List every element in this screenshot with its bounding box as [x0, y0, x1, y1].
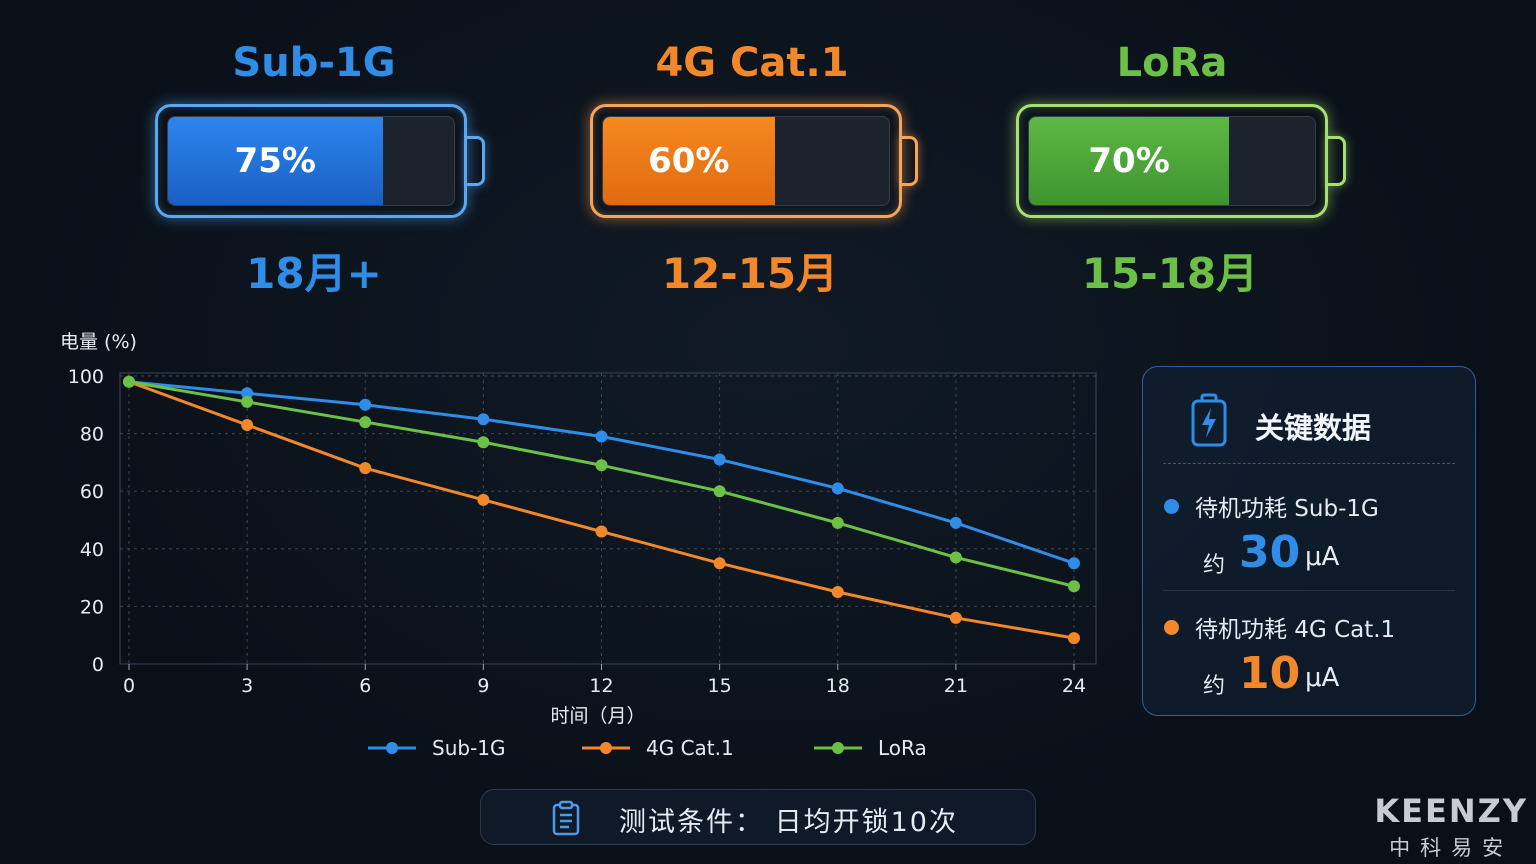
data-point — [949, 516, 962, 529]
test-condition-banner: 测试条件： 日均开锁10次 — [480, 789, 1036, 845]
data-point — [831, 586, 844, 598]
y-tick-label: 60 — [80, 481, 104, 503]
status-dot — [1164, 620, 1179, 635]
x-tick-label: 9 — [477, 675, 489, 697]
data-point — [241, 418, 254, 431]
value-big: 30 — [1239, 527, 1301, 578]
brand-logo: KEENZY 中科易安 — [1374, 792, 1528, 862]
battery-fill — [603, 117, 775, 205]
data-point — [595, 430, 608, 443]
x-tick-label: 24 — [1062, 675, 1086, 697]
legend-marker — [832, 742, 844, 754]
battery-life: 12-15月 — [661, 249, 839, 298]
data-point — [949, 611, 962, 624]
y-tick-label: 80 — [80, 424, 104, 446]
legend-marker — [600, 742, 612, 754]
y-axis-label: 电量 (%) — [60, 331, 137, 353]
battery-percent: 70% — [1088, 141, 1170, 181]
y-tick-label: 20 — [80, 596, 104, 618]
data-point — [595, 525, 608, 538]
battery-percent: 60% — [648, 141, 730, 181]
data-point — [477, 413, 490, 426]
test-condition-text: 测试条件： 日均开锁10次 — [619, 807, 958, 838]
legend-label: 4G Cat.1 — [646, 736, 734, 760]
status-dot — [1164, 499, 1179, 514]
battery-fill — [1029, 117, 1230, 205]
battery-title: 4G Cat.1 — [655, 40, 849, 86]
y-tick-label: 0 — [92, 654, 104, 676]
data-point — [831, 482, 844, 495]
legend-label: Sub-1G — [432, 736, 506, 760]
data-point — [359, 462, 372, 475]
battery-shell: 70% — [1016, 104, 1328, 218]
data-point — [359, 398, 372, 411]
x-tick-label: 0 — [123, 675, 135, 697]
divider — [1163, 590, 1455, 591]
data-point — [241, 395, 254, 408]
battery-fill — [168, 117, 383, 205]
battery-shell: 75% — [155, 104, 467, 218]
legend-label: LoRa — [878, 736, 927, 760]
key-data-panel: 关键数据 待机功耗 Sub-1G 约 30 μA 待机功耗 4G Cat.1 约… — [1142, 366, 1476, 716]
data-point — [595, 459, 608, 472]
data-point — [359, 416, 372, 429]
item-label: 待机功耗 Sub-1G — [1195, 496, 1379, 522]
data-point — [713, 453, 726, 466]
plot-frame — [119, 372, 1097, 665]
battery-life: 18月+ — [246, 249, 382, 298]
legend-marker — [386, 742, 398, 754]
clipboard-icon — [552, 800, 580, 836]
data-point — [1068, 580, 1080, 593]
value-big: 10 — [1239, 648, 1301, 699]
x-tick-label: 21 — [944, 675, 968, 697]
battery-title: LoRa — [1116, 40, 1228, 86]
data-point — [1068, 557, 1080, 570]
data-point — [477, 436, 490, 449]
panel-title: 关键数据 — [1255, 411, 1372, 445]
data-point — [123, 375, 135, 388]
divider — [1163, 463, 1455, 464]
data-point — [241, 387, 254, 400]
brand-name-en: KEENZY — [1374, 792, 1528, 830]
battery-line-chart: 0 20 40 60 80 100 0 3 6 9 12 15 18 21 24 电量 (%) 时间（月） Sub… — [60, 331, 1097, 760]
approx-label: 约 — [1203, 674, 1226, 699]
x-tick-label: 3 — [241, 675, 253, 697]
battery-cap — [900, 136, 918, 186]
x-tick-label: 15 — [708, 675, 732, 697]
data-point — [949, 551, 962, 564]
battery-cap — [1328, 136, 1346, 186]
x-tick-label: 18 — [826, 675, 850, 697]
data-point — [831, 516, 844, 529]
battery-charging-icon — [1191, 393, 1227, 447]
battery-percent: 75% — [234, 141, 316, 181]
y-tick-label: 100 — [68, 366, 104, 388]
x-tick-label: 12 — [589, 675, 613, 697]
value-unit: μA — [1305, 542, 1340, 572]
battery-title: Sub-1G — [232, 40, 396, 86]
data-point — [1068, 632, 1080, 645]
x-tick-label: 6 — [359, 675, 371, 697]
item-label: 待机功耗 4G Cat.1 — [1195, 617, 1396, 643]
value-unit: μA — [1305, 663, 1340, 693]
data-point — [713, 557, 726, 570]
brand-name-cn: 中科易安 — [1389, 836, 1514, 860]
data-point — [713, 485, 726, 498]
x-axis-label: 时间（月） — [550, 705, 645, 727]
y-tick-label: 40 — [80, 539, 104, 561]
battery-shell: 60% — [590, 104, 902, 218]
battery-cap — [467, 136, 485, 186]
data-point — [477, 493, 490, 506]
battery-life: 15-18月 — [1081, 249, 1259, 298]
approx-label: 约 — [1203, 553, 1226, 578]
